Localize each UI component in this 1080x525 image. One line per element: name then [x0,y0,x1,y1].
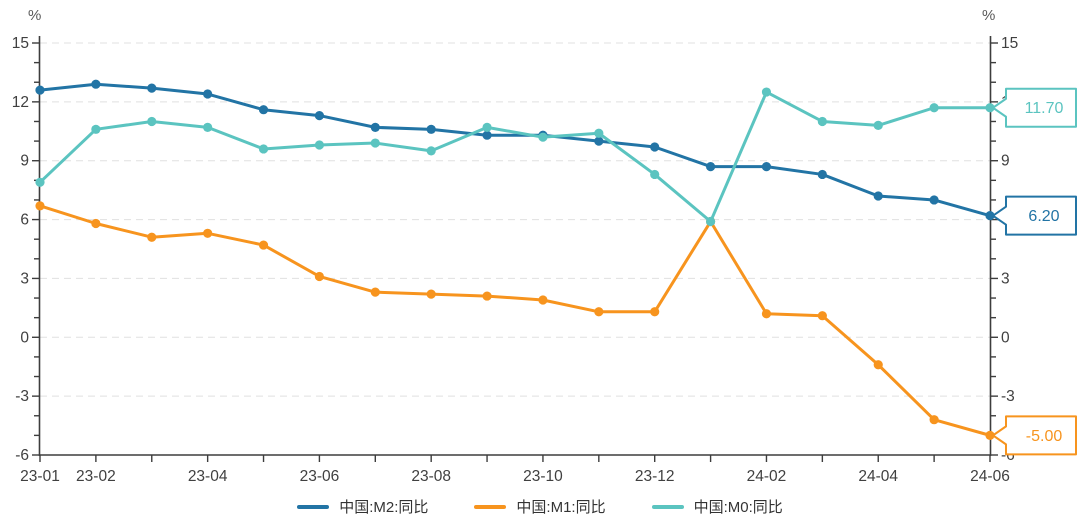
series-m2-point [314,110,325,121]
series-m0-point [929,103,939,113]
y-tick-label-right: 3 [1001,270,1010,287]
series-m0-point [482,122,492,132]
legend-item-m2[interactable]: 中国:M2:同比 [297,496,428,517]
series-m1-point [594,307,604,317]
series-m2-point [426,124,436,134]
y-tick-label-left: -3 [15,388,29,405]
legend-label-m1: 中国:M1:同比 [516,499,606,516]
series-m0-point [258,144,269,154]
series-m2-point [482,130,492,140]
series-m1-point [91,218,101,229]
series-m1-point [314,271,325,282]
y-tick-label-right: 9 [1001,153,1010,170]
series-m0-point [426,146,436,156]
legend-item-m1[interactable]: 中国:M1:同比 [474,496,606,517]
x-tick-label: 23-02 [76,468,116,485]
x-tick-label: 23-01 [20,468,60,485]
callout-m2-value: 6.20 [1028,208,1059,225]
series-m2-point [985,211,995,221]
series-m1-point [426,289,436,299]
y-tick-label-left: 15 [12,35,29,52]
series-m0-point [817,116,827,127]
y-tick-label-left: 0 [20,329,29,346]
legend-label-m2: 中国:M2:同比 [339,499,429,516]
callout-m1 [992,415,1077,456]
series-m0-point [35,177,45,187]
x-tick-label: 24-04 [858,468,898,485]
callout-m0 [992,87,1077,128]
callout-m1-value: -5.00 [1026,428,1063,445]
y-tick-label-left: 6 [20,212,29,229]
series-m0-point [370,138,380,148]
legend-label-m0: 中国:M0:同比 [693,499,783,516]
series-m2-point [761,162,772,172]
series-m0-point [538,132,548,142]
series-m0-point [705,216,716,227]
y-axis-unit-right: % [982,7,996,24]
series-m2-point [35,85,45,95]
series-m1-point [35,201,45,211]
series-m2-point [650,142,660,152]
y-axis-unit-left: % [28,7,42,24]
series-m2-point [873,191,883,201]
x-tick-label: 23-08 [411,468,451,485]
series-m2-point [594,136,604,146]
y-tick-label-left: 12 [12,94,29,111]
series-m2-point [203,89,213,99]
series-m2-point [817,169,827,180]
series-m2-line [38,82,992,218]
y-tick-label-left: -6 [15,447,29,464]
series-m1-point [147,232,157,242]
series-m0-point [314,140,325,150]
series-m0-point [761,87,772,97]
series-m2-point [929,195,939,205]
series-m2-point [370,122,380,132]
series-m1-point [482,291,492,301]
x-tick-label: 23-04 [188,468,228,485]
x-tick-label: 24-06 [970,468,1010,485]
legend-swatch-m0-icon [651,504,684,509]
legend-swatch-m2-icon [297,504,330,509]
y-tick-label-left: 3 [20,270,29,287]
series-m0-point [594,128,604,138]
series-m0-point [650,169,660,180]
series-m2-point [258,105,269,115]
series-m1-point [873,360,883,370]
series-m1-point [538,295,548,305]
series-m0-point [985,103,995,113]
series-m1-point [650,307,660,317]
legend-swatch-m1-icon [474,504,507,509]
series-m0-point [91,124,101,134]
series-m1-point [203,228,213,238]
series-m1-point [985,430,995,440]
series-m2-point [147,83,157,93]
series-m0-line [38,90,992,224]
y-tick-label-right: 15 [1001,35,1018,52]
series-m1-point [929,415,939,425]
series-m2-point [705,162,716,172]
legend-item-m0[interactable]: 中国:M0:同比 [651,496,783,517]
series-m1-point [258,240,269,250]
series-m1-line [38,204,992,437]
y-tick-label-left: 9 [20,153,29,170]
series-m1-point [817,311,827,321]
series-m0-point [147,116,157,127]
x-tick-label: 24-02 [747,468,787,485]
x-tick-label: 23-06 [300,468,340,485]
chart-legend: 中国:M2:同比 中国:M1:同比 中国:M0:同比 [0,496,1080,517]
y-tick-label-right: -3 [1001,388,1015,405]
series-m0-point [873,120,883,130]
callout-m2 [992,195,1077,236]
callout-m0-value: 11.70 [1025,100,1064,117]
series-m0-point [203,122,213,132]
x-tick-label: 23-12 [635,468,675,485]
series-m1-point [370,287,380,297]
x-tick-label: 23-10 [523,468,563,485]
y-tick-label-right: 0 [1001,329,1010,346]
series-m1-point [761,309,772,319]
series-m2-point [91,79,101,89]
